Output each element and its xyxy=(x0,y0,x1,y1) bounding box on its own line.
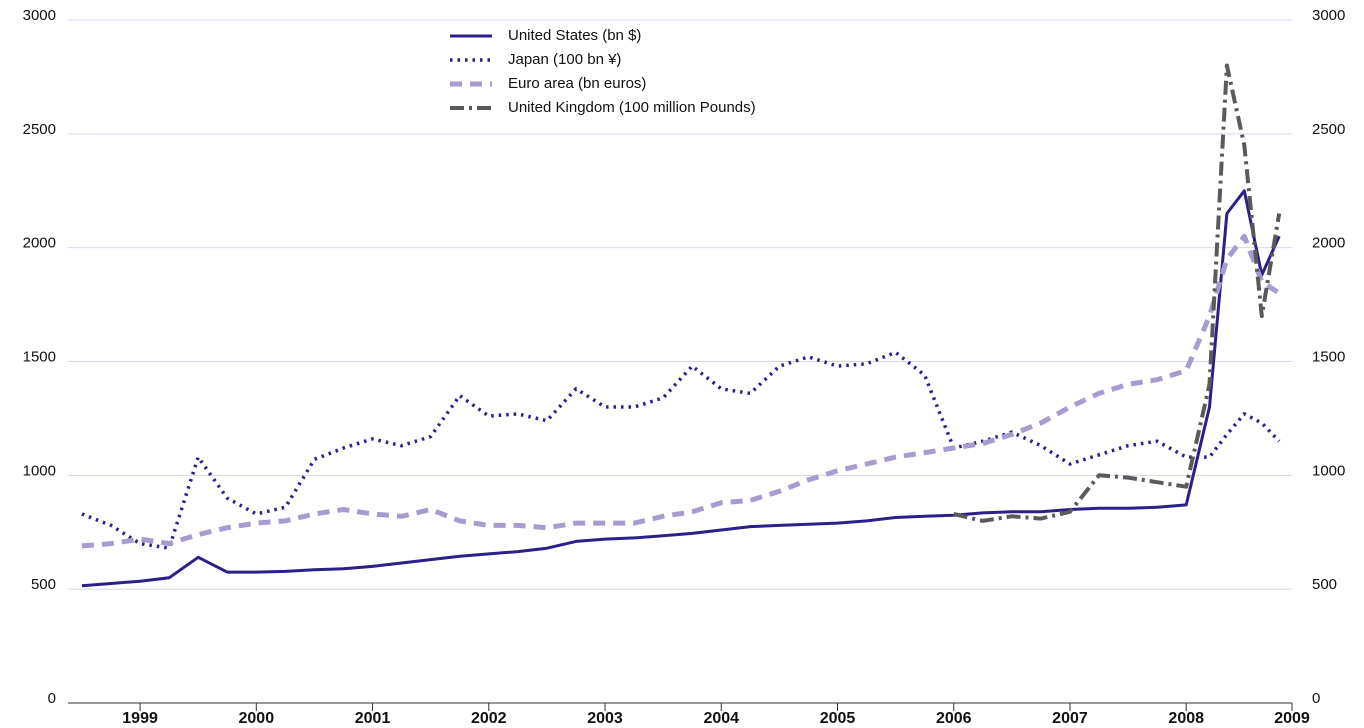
y2-tick-label: 3000 xyxy=(1312,7,1345,24)
y2-tick-label: 2000 xyxy=(1312,235,1345,252)
x-tick-label: 2002 xyxy=(471,710,507,727)
legend-label: Japan (100 bn ¥) xyxy=(508,51,621,68)
legend-label: United Kingdom (100 million Pounds) xyxy=(508,99,756,116)
y-tick-label: 2500 xyxy=(23,121,56,138)
x-tick-label: 2008 xyxy=(1168,710,1204,727)
y2-tick-label: 0 xyxy=(1312,690,1320,707)
y-tick-label: 0 xyxy=(48,690,56,707)
y-tick-label: 2000 xyxy=(23,235,56,252)
x-tick-label: 2005 xyxy=(820,710,856,727)
series-line xyxy=(953,63,1282,523)
x-tick-label: 2004 xyxy=(703,710,739,727)
x-tick-label: 2003 xyxy=(587,710,623,727)
legend-label: Euro area (bn euros) xyxy=(508,75,646,92)
series-line xyxy=(81,189,1281,588)
x-tick-label: 2009 xyxy=(1274,710,1310,727)
legend-label: United States (bn $) xyxy=(508,27,641,44)
x-tick-label: 2006 xyxy=(936,710,972,727)
series-line xyxy=(81,233,1281,549)
y2-tick-label: 500 xyxy=(1312,576,1337,593)
x-tick-label: 2001 xyxy=(355,710,391,727)
y2-tick-label: 2500 xyxy=(1312,121,1345,138)
y2-tick-label: 1500 xyxy=(1312,348,1345,365)
series-line xyxy=(81,350,1281,550)
y-tick-label: 500 xyxy=(31,576,56,593)
y2-tick-label: 1000 xyxy=(1312,462,1345,479)
y-tick-label: 1500 xyxy=(23,348,56,365)
y-tick-label: 3000 xyxy=(23,7,56,24)
x-tick-label: 2000 xyxy=(239,710,275,727)
x-tick-label: 1999 xyxy=(122,710,158,727)
x-tick-label: 2007 xyxy=(1052,710,1088,727)
y-tick-label: 1000 xyxy=(23,462,56,479)
